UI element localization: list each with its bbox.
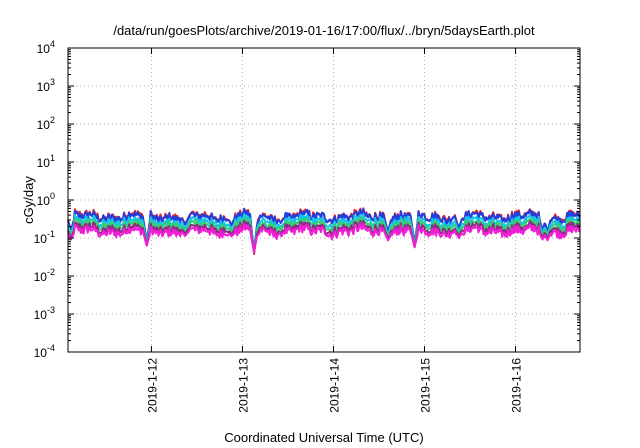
y-tick-label: 104 xyxy=(37,39,55,56)
x-tick-label: 2019-1-15 xyxy=(419,358,433,413)
x-tick-label: 2019-1-14 xyxy=(327,358,341,413)
y-axis-label: cGy/day xyxy=(21,176,36,224)
y-tick-label: 10-2 xyxy=(34,267,55,284)
x-tick-label: 2019-1-16 xyxy=(510,358,524,413)
y-tick-label: 10-1 xyxy=(34,229,55,246)
x-tick-label: 2019-1-13 xyxy=(236,358,250,413)
x-axis-label: Coordinated Universal Time (UTC) xyxy=(224,430,423,445)
ticks: 10-4 10-3 10-2 10-1 100 101 102 103 104 2019-1-12… xyxy=(34,39,580,413)
y-tick-label: 103 xyxy=(37,77,55,94)
series-line-green xyxy=(67,215,581,254)
y-tick-label: 10-3 xyxy=(34,305,55,322)
y-tick-label: 10-4 xyxy=(34,343,55,360)
grid xyxy=(68,48,580,352)
series-layer xyxy=(67,207,581,255)
x-tick-label: 2019-1-12 xyxy=(145,358,159,413)
series-line-blue xyxy=(67,207,581,253)
y-tick-label: 100 xyxy=(37,191,55,208)
y-tick-label: 102 xyxy=(37,115,55,132)
series-line-magenta xyxy=(67,222,581,253)
y-tick-label: 101 xyxy=(37,153,55,170)
chart-title: /data/run/goesPlots/archive/2019-01-16/1… xyxy=(113,23,535,38)
